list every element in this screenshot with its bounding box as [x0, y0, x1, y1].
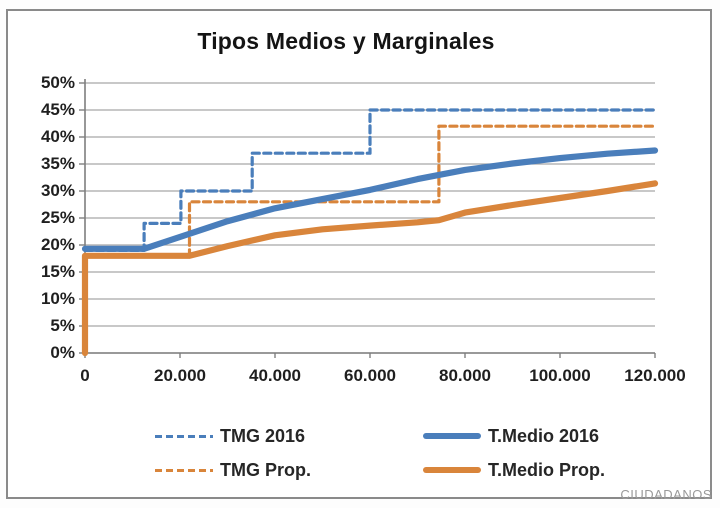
- x-tick-label: 20.000: [154, 366, 206, 385]
- y-tick-label: 5%: [50, 316, 75, 335]
- solid-line-swatch-icon: [423, 433, 481, 439]
- legend-label: TMG Prop.: [220, 459, 311, 480]
- legend-item-tmg-2016: TMG 2016: [155, 426, 311, 447]
- series-line-t-medio-prop-: [81, 180, 659, 357]
- y-tick-label: 0%: [50, 343, 75, 362]
- legend-label: TMG 2016: [220, 425, 306, 446]
- x-tick-label: 0: [80, 366, 90, 385]
- x-tick-label: 100.000: [529, 366, 591, 385]
- chart-legend: TMG 2016 TMG Prop. T.Medio 2016 T.Medio Pro…: [155, 424, 605, 482]
- solid-line-swatch-icon: [423, 467, 481, 473]
- y-tick-label: 20%: [40, 235, 75, 254]
- dashed-line-swatch-icon: [155, 468, 213, 472]
- legend-label: T.Medio 2016: [488, 425, 600, 446]
- legend-label: T.Medio Prop.: [488, 459, 605, 480]
- y-tick-label: 10%: [40, 289, 75, 308]
- y-tick-label: 25%: [40, 208, 75, 227]
- x-tick-label: 80.000: [439, 366, 491, 385]
- y-tick-label: 50%: [40, 73, 75, 92]
- chart-title: Tipos Medios y Marginales: [197, 28, 495, 54]
- y-tick-label: 30%: [40, 181, 75, 200]
- y-tick-label: 15%: [40, 262, 75, 281]
- series-line-t-medio-2016: [81, 147, 659, 252]
- legend-item-t-medio-2016: T.Medio 2016: [423, 426, 605, 447]
- y-tick-label: 40%: [40, 127, 75, 146]
- y-tick-label: 35%: [40, 154, 75, 173]
- watermark-label: CIUDADANOS: [620, 487, 712, 502]
- legend-item-tmg-prop-: TMG Prop.: [155, 460, 311, 481]
- y-tick-label: 45%: [40, 100, 75, 119]
- x-tick-label: 120.000: [624, 366, 686, 385]
- dashed-line-swatch-icon: [155, 434, 213, 438]
- x-tick-label: 60.000: [344, 366, 396, 385]
- x-tick-label: 40.000: [249, 366, 301, 385]
- series-line-tmg-2016: [83, 108, 657, 252]
- legend-item-t-medio-prop-: T.Medio Prop.: [423, 460, 605, 481]
